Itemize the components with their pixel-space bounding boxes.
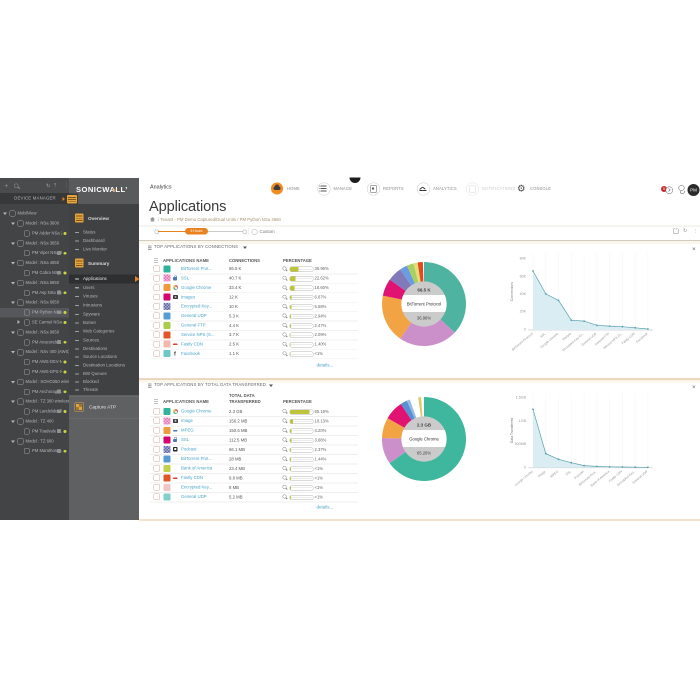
- svg-text:1.5GB: 1.5GB: [516, 395, 527, 399]
- svg-text:Image: Image: [537, 469, 547, 478]
- svg-text:MPEG: MPEG: [549, 469, 559, 478]
- svg-text:PM: PM: [690, 188, 697, 193]
- svg-text:36.96%: 36.96%: [417, 315, 431, 320]
- svg-text:Podcast: Podcast: [573, 469, 584, 480]
- svg-text:Images: Images: [561, 331, 572, 341]
- svg-text:Facebook: Facebook: [635, 331, 649, 343]
- svg-text:2.3 GB: 2.3 GB: [417, 423, 432, 428]
- svg-text:Data Transferred: Data Transferred: [510, 418, 514, 444]
- svg-text:80K: 80K: [520, 256, 527, 260]
- svg-text:0: 0: [524, 465, 526, 469]
- svg-text:SSL: SSL: [539, 332, 546, 339]
- svg-text:Connections: Connections: [510, 282, 514, 301]
- svg-text:0: 0: [524, 327, 526, 331]
- svg-text:500MB: 500MB: [515, 442, 527, 446]
- svg-text:BitTorrent Protocol: BitTorrent Protocol: [407, 302, 442, 307]
- svg-text:SSL: SSL: [565, 469, 572, 476]
- svg-text:Google Chrome: Google Chrome: [409, 437, 439, 442]
- svg-text:65.26%: 65.26%: [417, 450, 431, 455]
- svg-text:66.5 K: 66.5 K: [417, 288, 431, 293]
- svg-text:Fastly CDN: Fastly CDN: [621, 331, 637, 345]
- svg-text:60K: 60K: [520, 274, 527, 278]
- svg-text:Google Chrome: Google Chrome: [514, 469, 534, 487]
- svg-text:1GB: 1GB: [519, 419, 527, 423]
- svg-text:20K: 20K: [520, 309, 527, 313]
- svg-text:40K: 40K: [520, 292, 527, 296]
- svg-text:BitTorrent Protocol: BitTorrent Protocol: [511, 332, 534, 352]
